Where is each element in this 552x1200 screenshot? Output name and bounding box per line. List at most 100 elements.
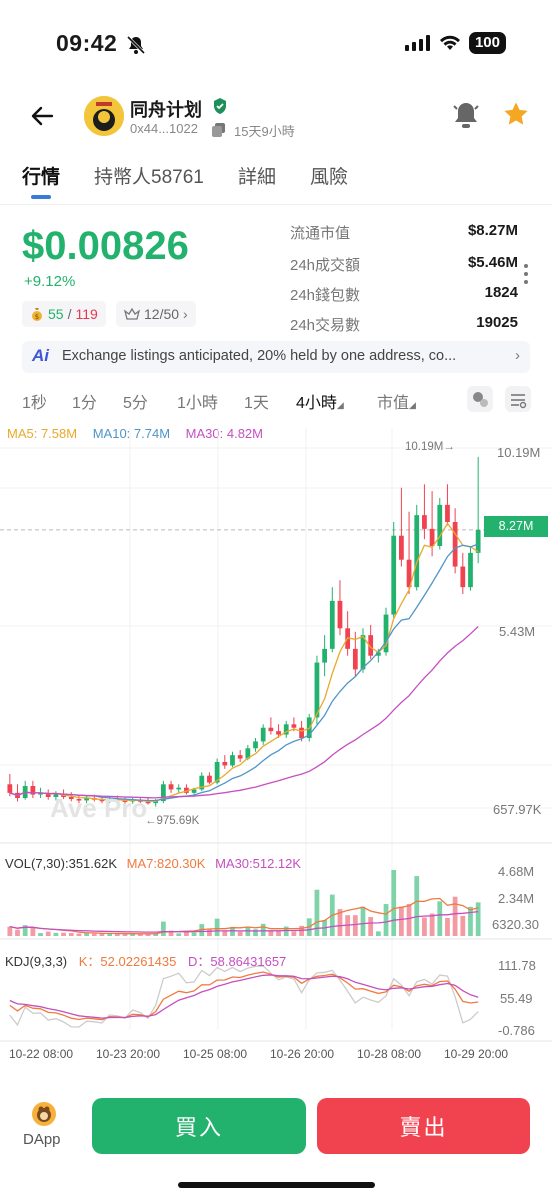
volume-bar (207, 929, 212, 936)
volume-bar (168, 930, 174, 936)
ai-summary-text: Exchange listings anticipated, 20% held … (62, 348, 457, 364)
token-address[interactable]: 0x44...1022 (130, 121, 198, 136)
chevron-right-icon: › (515, 347, 520, 364)
battery-icon: 100 (468, 32, 506, 54)
volume-bar (337, 909, 343, 936)
copy-icon[interactable] (212, 123, 225, 137)
rank-chip[interactable]: 12/50 › (116, 301, 196, 327)
candle-body (99, 799, 105, 802)
ai-summary-bar[interactable]: Ai Exchange listings anticipated, 20% he… (22, 341, 530, 373)
candle-body (391, 535, 397, 615)
tab-market[interactable]: 行情 (22, 167, 61, 188)
candle-body (161, 784, 166, 802)
volume-bar (176, 933, 182, 936)
volume-bar (399, 906, 404, 936)
volume-bar (130, 933, 136, 936)
interval-1s[interactable]: 1秒 (22, 395, 47, 412)
volume-bar (452, 896, 458, 936)
volume-bar (30, 927, 36, 936)
kline-chart[interactable] (0, 418, 552, 1043)
watermark: Ave Pro (50, 793, 148, 823)
volume-bar (445, 917, 450, 936)
candle-body (429, 528, 435, 546)
interval-5m[interactable]: 5分 (123, 395, 148, 412)
x-label: 10-23 20:00 (96, 1047, 161, 1061)
tab-details[interactable]: 詳細 (238, 167, 277, 188)
volume-bar (391, 870, 397, 936)
bottom-action-bar: DApp 買入 賣出 (0, 1090, 552, 1200)
tab-holders[interactable]: 持幣人58761 (94, 167, 204, 188)
volume-bar (137, 933, 143, 936)
back-arrow-icon[interactable] (28, 102, 56, 130)
candle-body (375, 652, 381, 656)
volume-bar (38, 933, 43, 936)
candle-body (437, 504, 443, 546)
candle-body (53, 794, 59, 797)
volume-bar (314, 889, 320, 936)
price-alert-icon[interactable] (452, 100, 480, 130)
candle-body (168, 784, 174, 790)
volume-bar (145, 933, 151, 936)
candle-body (214, 762, 220, 783)
volume-legend: VOL(7,30):351.62K MA7:820.30K MA30:512.1… (5, 856, 302, 871)
rank-value: 12/50 (144, 306, 180, 322)
candle-body (38, 792, 43, 795)
buy-button[interactable]: 買入 (92, 1098, 306, 1154)
candle-body (291, 724, 297, 728)
candle-body (406, 559, 412, 588)
volume-bar (222, 931, 228, 936)
interval-1d[interactable]: 1天 (244, 395, 269, 412)
detail-tabs: 行情 持幣人58761 詳細 風險 (0, 158, 552, 200)
volume-bar (268, 930, 274, 936)
candle-body (314, 662, 320, 718)
candle-body (7, 784, 13, 793)
volume-bar (360, 906, 366, 936)
candle-body (399, 535, 404, 560)
candle-body (368, 635, 374, 656)
kdj-j-line (9, 965, 479, 1028)
candle-body (460, 566, 466, 588)
candle-body (176, 787, 182, 790)
favorite-star-icon[interactable] (502, 100, 530, 128)
volume-bar (375, 931, 381, 936)
volume-bar (99, 933, 105, 936)
verified-badge-icon (214, 98, 226, 114)
more-options-icon[interactable] (524, 264, 530, 288)
dapp-icon[interactable] (32, 1102, 56, 1126)
buy-sell-count-chip[interactable]: $ 55/119 (22, 301, 106, 327)
candle-body (191, 789, 197, 793)
svg-text:$: $ (35, 313, 39, 321)
kdj-y-label-low: -0.786 (498, 1023, 535, 1038)
interval-1m[interactable]: 1分 (72, 395, 97, 412)
crown-icon (124, 307, 140, 320)
sell-button[interactable]: 賣出 (317, 1098, 530, 1154)
interval-1h[interactable]: 1小時 (177, 395, 218, 412)
volume-bar (76, 933, 82, 936)
ma30-line (9, 626, 479, 799)
volume-bar (368, 917, 374, 936)
candle-body (76, 799, 82, 801)
vol-ma7-line (9, 897, 479, 935)
volume-bar (276, 931, 281, 936)
low-price-annotation: ←975.69K (145, 815, 200, 827)
cellular-signal-icon (404, 35, 430, 51)
tab-risk[interactable]: 風險 (310, 167, 349, 188)
token-logo (84, 96, 124, 136)
volume-bar (122, 934, 128, 936)
dapp-label[interactable]: DApp (23, 1131, 61, 1148)
dropdown-triangle-icon: ◢ (409, 400, 416, 410)
candle-body (207, 775, 212, 783)
interval-mcap[interactable]: 市值◢ (377, 395, 416, 412)
kdj-d-line (9, 974, 479, 1019)
chart-settings-icon[interactable] (505, 386, 531, 412)
volume-bar (153, 933, 159, 936)
candle-body (329, 600, 335, 649)
vol-y-label-mid: 2.34M (498, 891, 535, 906)
ma5-line (9, 522, 479, 803)
indicator-toggle-icon[interactable] (467, 386, 493, 412)
ma10-value: MA10: 7.74M (92, 426, 171, 441)
volume-bar (291, 931, 297, 936)
x-label: 10-25 08:00 (183, 1047, 248, 1061)
status-bar: 09:42 100 (0, 0, 552, 90)
interval-4h[interactable]: 4小時◢ (296, 395, 344, 412)
